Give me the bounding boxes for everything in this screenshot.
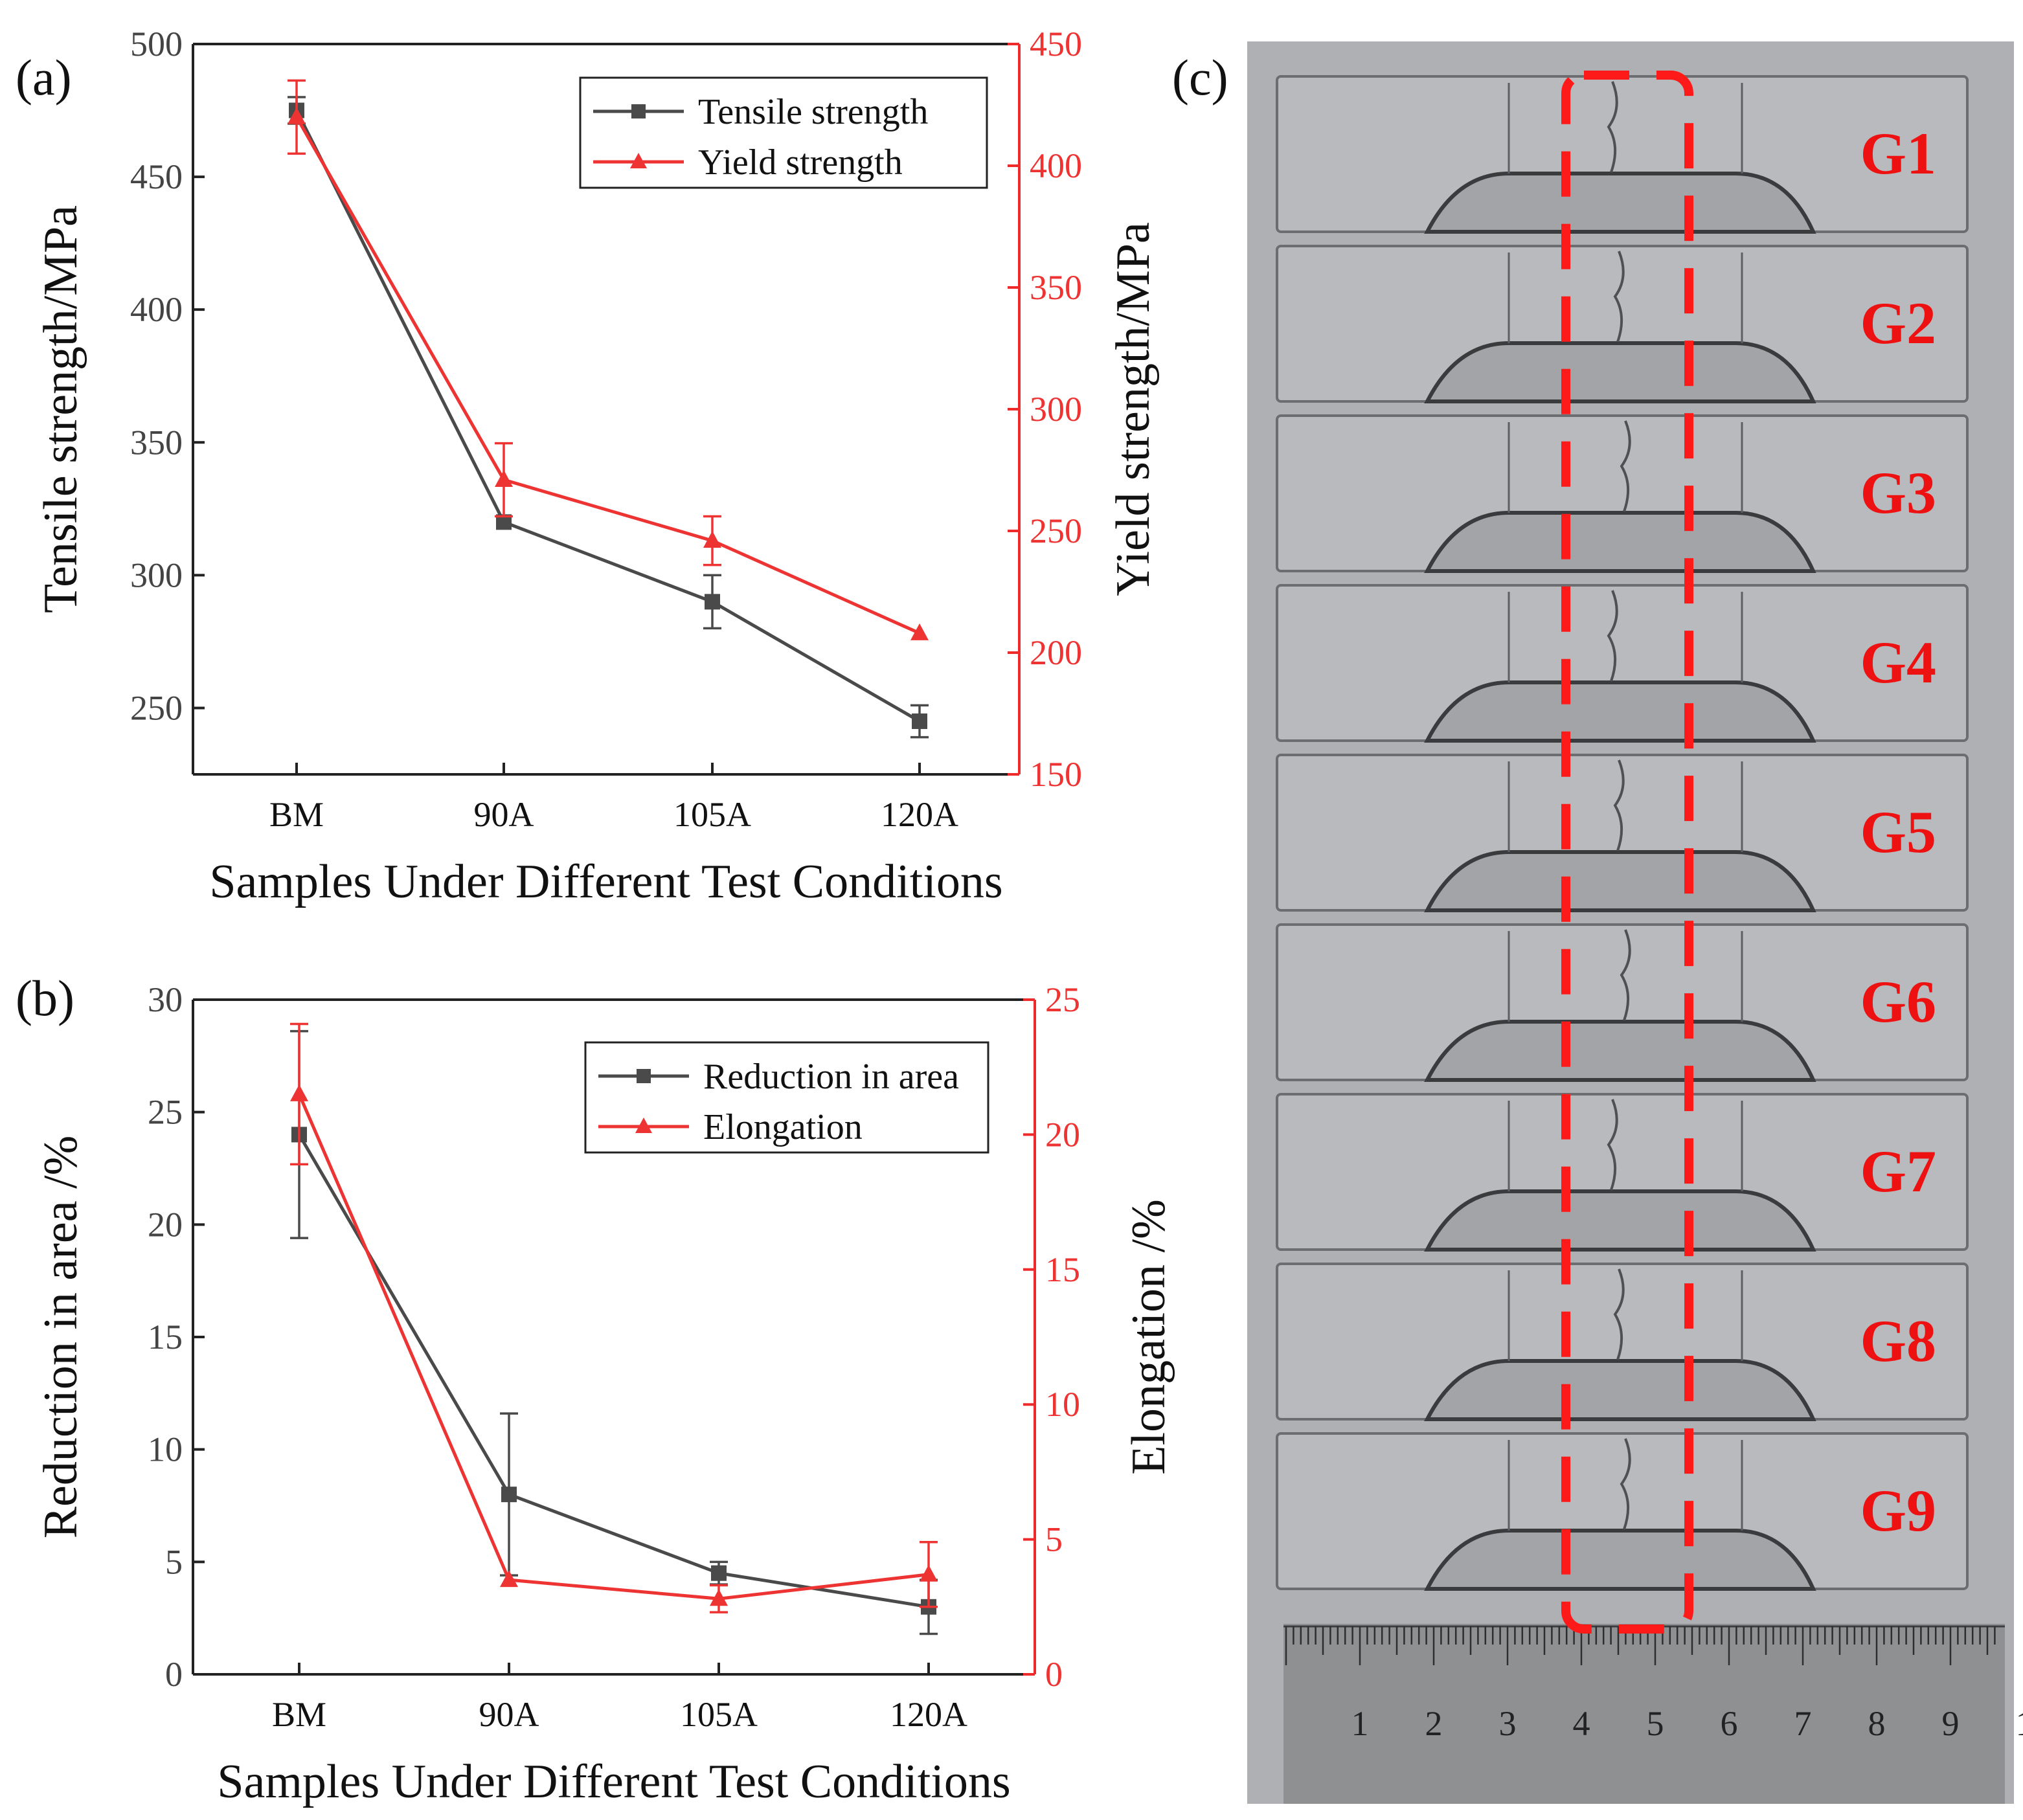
- chart-a-legend-entry: Tensile strength: [698, 92, 928, 132]
- ruler: 1 2 3 4 5 6 7 8 9 1: [1283, 1624, 2023, 1804]
- specimen-1: G1: [1276, 75, 1969, 234]
- specimen-label: G7: [1860, 1138, 1936, 1204]
- chart-a-category-label: BM: [269, 795, 324, 834]
- ruler-number: 3: [1499, 1704, 1517, 1743]
- ruler-number: 5: [1647, 1704, 1664, 1743]
- chart-b-right-tick-label: 0: [1045, 1655, 1063, 1694]
- chart-a-point-triangle: [703, 531, 721, 548]
- specimen-5: G5: [1276, 754, 1969, 912]
- chart-a-left-tick-label: 500: [130, 25, 183, 63]
- ruler-number: 9: [1942, 1704, 1960, 1743]
- specimen-6: G6: [1276, 923, 1969, 1082]
- chart-a-left-tick-label: 400: [130, 290, 183, 329]
- ruler-number: 6: [1721, 1704, 1738, 1743]
- chart-b-left-tick-label: 10: [148, 1430, 183, 1469]
- chart-a-point-triangle: [495, 470, 513, 488]
- specimen-label: G6: [1860, 969, 1936, 1035]
- chart-a-right-tick-label: 150: [1030, 755, 1082, 794]
- chart-b-point-square: [711, 1565, 727, 1581]
- specimen-8: G8: [1276, 1263, 1969, 1421]
- chart-b-x-axis-label: Samples Under Different Test Conditions: [217, 1755, 1010, 1808]
- chart-b-left-tick-label: 30: [148, 980, 183, 1019]
- specimen-7: G7: [1276, 1093, 1969, 1252]
- panel-label-b: (b): [16, 970, 74, 1026]
- specimen-label: G8: [1860, 1308, 1936, 1374]
- chart-a-right-tick-label: 200: [1030, 633, 1082, 672]
- chart-a-right-tick-label: 250: [1030, 511, 1082, 550]
- chart-a-left-tick-label: 250: [130, 688, 183, 727]
- chart-a-category-label: 90A: [474, 795, 534, 834]
- chart-b-series-line-1: [297, 1134, 929, 1609]
- chart-b-left-tick-label: 15: [148, 1318, 183, 1356]
- specimen-label: G9: [1860, 1477, 1936, 1544]
- chart-a-right-tick-label: 450: [1030, 25, 1082, 63]
- specimen-label: G1: [1860, 120, 1936, 186]
- chart-b-right-tick-label: 20: [1045, 1115, 1080, 1154]
- ruler-number: 1: [1351, 1704, 1369, 1743]
- chart-a-right-tick-label: 300: [1030, 390, 1082, 429]
- chart-a-legend-entry: Yield strength: [698, 142, 903, 183]
- chart-b-point-square: [501, 1487, 517, 1503]
- chart-a-legend: Tensile strength Yield strength: [579, 76, 988, 189]
- chart-a-point-square: [705, 594, 720, 610]
- chart-b-right-tick-label: 15: [1045, 1250, 1080, 1289]
- chart-a-series-line-2: [295, 116, 921, 635]
- chart-b-category-label: 105A: [680, 1695, 758, 1734]
- chart-a-point-triangle: [910, 623, 929, 640]
- ruler-number: 7: [1794, 1704, 1812, 1743]
- specimen-3: G3: [1276, 414, 1969, 573]
- panel-label-a: (a): [16, 49, 72, 106]
- fracture-zone-highlight: [1561, 71, 1693, 1634]
- chart-b-category-label: 90A: [479, 1695, 539, 1734]
- specimen-4: G4: [1276, 584, 1969, 743]
- chart-b-legend-entry: Reduction in area: [703, 1057, 959, 1097]
- specimen-label: G2: [1860, 290, 1936, 356]
- chart-b-point-triangle: [500, 1570, 518, 1588]
- chart-a-left-tick-label: 350: [130, 423, 183, 462]
- specimen-photo: G1 G2 G3 G4 G5 G6 G7 G8 G9 1 2 3 4 5 6 7 8 9 1: [1247, 41, 2023, 1804]
- chart-a-point-square: [912, 713, 927, 729]
- chart-b-left-tick-label: 25: [148, 1093, 183, 1132]
- chart-b-left-tick-label: 20: [148, 1205, 183, 1244]
- chart-a-right-tick-label: 400: [1030, 146, 1082, 185]
- chart-b-series-line-2: [297, 1093, 929, 1601]
- chart-b-legend: Reduction in area Elongation: [584, 1041, 989, 1154]
- chart-b-left-tick-label: 5: [165, 1542, 183, 1581]
- chart-b-category-label: BM: [272, 1695, 326, 1734]
- ruler-number: 4: [1573, 1704, 1590, 1743]
- chart-b-right-tick-label: 5: [1045, 1520, 1063, 1559]
- chart-a-y2-axis-label: Yield strength/MPa: [1107, 222, 1160, 596]
- chart-b-y-axis-label: Reduction in area /%: [34, 1136, 87, 1539]
- chart-a-right-tick-label: 350: [1030, 268, 1082, 307]
- chart-a-left-tick-label: 450: [130, 157, 183, 196]
- chart-a-category-label: 120A: [881, 795, 958, 834]
- chart-b-legend-entry: Elongation: [703, 1107, 863, 1147]
- chart-b-category-label: 120A: [890, 1695, 967, 1734]
- specimen-label: G4: [1860, 629, 1936, 695]
- chart-b-left-tick-label: 0: [165, 1655, 183, 1694]
- specimen-2: G2: [1276, 245, 1969, 403]
- panel-label-c: (c): [1172, 49, 1228, 106]
- chart-a-series-line-1: [295, 109, 921, 723]
- ruler-number: 1: [2016, 1704, 2023, 1743]
- chart-a-category-label: 105A: [673, 795, 751, 834]
- chart-b-right-tick-label: 25: [1045, 980, 1080, 1019]
- ruler-number: 2: [1425, 1704, 1443, 1743]
- chart-b-point-triangle: [290, 1084, 308, 1101]
- chart-b: 0 5 10 15 20 25 30 0 5 10 15 20 25 BM 90A 105A 120A Sampl…: [34, 980, 1175, 1808]
- chart-b-right-tick-label: 10: [1045, 1385, 1080, 1424]
- chart-b-point-triangle: [710, 1589, 728, 1606]
- ruler-number: 8: [1868, 1704, 1886, 1743]
- chart-a-x-axis-label: Samples Under Different Test Conditions: [209, 855, 1002, 908]
- specimen-9: G9: [1276, 1432, 1969, 1591]
- chart-b-y2-axis-label: Elongation /%: [1122, 1199, 1175, 1474]
- specimen-label: G3: [1860, 460, 1936, 526]
- chart-a-point-triangle: [288, 107, 306, 124]
- chart-a-y-axis-label: Tensile strength/MPa: [34, 205, 87, 613]
- chart-a: 250 300 350 400 450 500 150 200 250 300 350 400 450 B…: [34, 25, 1160, 908]
- chart-b-point-triangle: [920, 1564, 938, 1582]
- specimen-label: G5: [1860, 799, 1936, 865]
- chart-a-left-tick-label: 300: [130, 556, 183, 594]
